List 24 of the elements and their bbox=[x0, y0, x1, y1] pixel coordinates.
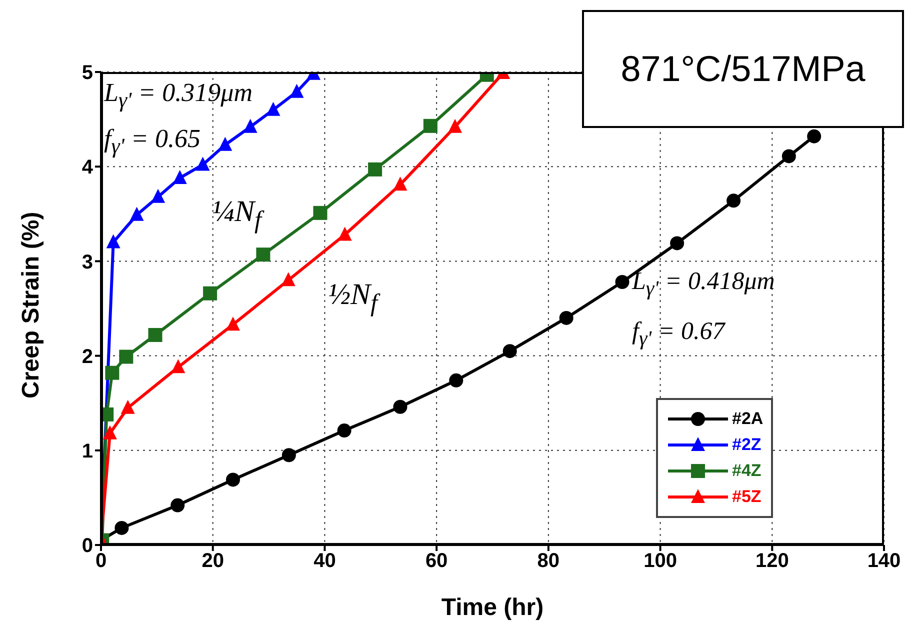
x-tick-label: 20 bbox=[202, 550, 224, 572]
annotation: f$_{γ'}$ = 0.65 bbox=[104, 124, 200, 160]
x-axis-title: Time (hr) bbox=[441, 594, 544, 621]
x-tick-label: 120 bbox=[755, 550, 789, 572]
y-tick-label: 3 bbox=[82, 251, 93, 274]
y-tick-label: 5 bbox=[82, 62, 93, 84]
x-tick-label: 140 bbox=[867, 550, 901, 572]
legend-label: #2Z bbox=[732, 435, 762, 455]
y-axis-title: Creep Strain (%) bbox=[18, 212, 45, 398]
legend-label: #5Z bbox=[732, 487, 762, 507]
legend-label: #2A bbox=[732, 409, 764, 429]
y-tick-label: 2 bbox=[82, 346, 93, 368]
y-tick-label: 4 bbox=[82, 156, 94, 179]
annotation: L$_{γ'}$ = 0.418μm bbox=[632, 268, 775, 301]
chart-title: 871°C/517MPa bbox=[582, 10, 904, 128]
y-tick-label: 1 bbox=[82, 440, 93, 462]
legend-label: #4Z bbox=[732, 461, 762, 481]
y-tick-label: 0 bbox=[82, 535, 93, 558]
x-tick-label: 40 bbox=[314, 550, 336, 572]
x-tick-label: 60 bbox=[425, 550, 448, 572]
annotation: L$_{γ'}$ = 0.319μm bbox=[104, 78, 253, 114]
x-tick-label: 100 bbox=[644, 550, 677, 572]
x-tick-label: 80 bbox=[537, 550, 560, 572]
annotation: f$_{γ'}$ = 0.67 bbox=[632, 318, 725, 351]
